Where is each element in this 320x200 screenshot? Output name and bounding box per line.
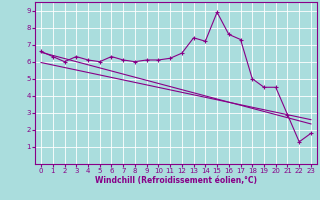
X-axis label: Windchill (Refroidissement éolien,°C): Windchill (Refroidissement éolien,°C) [95,176,257,185]
